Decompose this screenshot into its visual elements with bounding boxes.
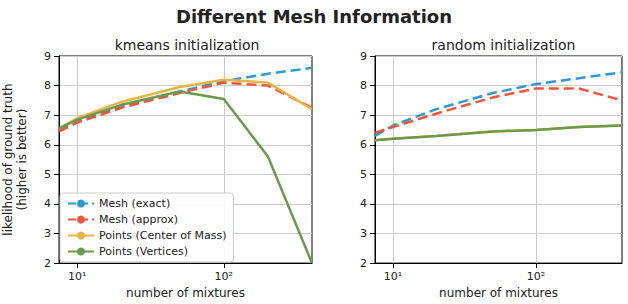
svg-text:6: 6: [44, 138, 51, 151]
svg-text:Mesh (approx): Mesh (approx): [99, 213, 178, 226]
svg-text:likelihood of ground truth: likelihood of ground truth: [1, 83, 15, 235]
svg-text:10¹: 10¹: [68, 270, 86, 283]
svg-text:4: 4: [360, 197, 367, 210]
svg-text:Points (Vertices): Points (Vertices): [99, 245, 188, 258]
svg-text:10¹: 10¹: [384, 270, 402, 283]
svg-text:9: 9: [360, 50, 367, 63]
svg-text:5: 5: [360, 168, 367, 181]
svg-text:Different Mesh Information: Different Mesh Information: [176, 6, 452, 27]
svg-text:3: 3: [360, 227, 367, 240]
svg-text:6: 6: [360, 138, 367, 151]
svg-text:3: 3: [44, 227, 51, 240]
svg-text:5: 5: [44, 168, 51, 181]
svg-text:number of mixtures: number of mixtures: [126, 286, 245, 300]
svg-text:kmeans initialization: kmeans initialization: [115, 37, 260, 53]
svg-text:Mesh (exact): Mesh (exact): [99, 197, 170, 210]
svg-text:number of mixtures: number of mixtures: [439, 286, 558, 300]
svg-text:4: 4: [44, 197, 51, 210]
svg-text:(higher is better): (higher is better): [15, 109, 29, 211]
svg-text:2: 2: [360, 257, 367, 270]
svg-text:8: 8: [360, 79, 367, 92]
svg-text:10²: 10²: [527, 270, 545, 283]
svg-text:10²: 10²: [215, 270, 233, 283]
svg-text:7: 7: [44, 109, 51, 122]
svg-text:Points (Center of Mass): Points (Center of Mass): [99, 229, 226, 242]
svg-text:random initialization: random initialization: [432, 37, 576, 53]
svg-text:8: 8: [44, 79, 51, 92]
svg-text:9: 9: [44, 50, 51, 63]
svg-text:7: 7: [360, 109, 367, 122]
svg-text:2: 2: [44, 257, 51, 270]
